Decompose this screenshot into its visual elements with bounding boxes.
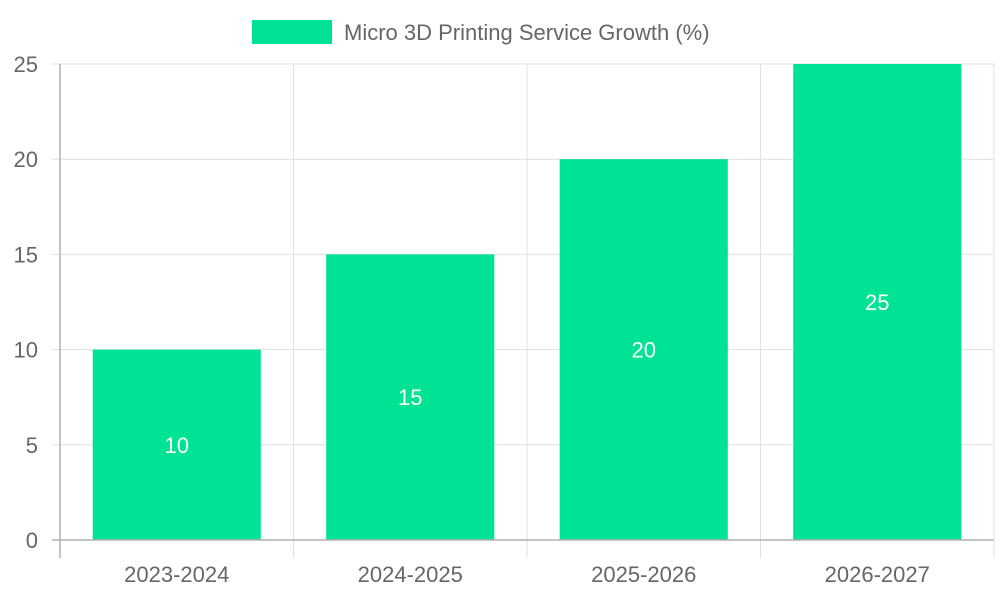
legend[interactable]: Micro 3D Printing Service Growth (%) bbox=[252, 20, 710, 45]
x-tick-label: 2026-2027 bbox=[825, 562, 930, 587]
bar-2024-2025[interactable] bbox=[326, 254, 495, 540]
bar-2023-2024[interactable] bbox=[92, 349, 261, 540]
y-tick-label: 25 bbox=[14, 52, 38, 77]
x-tick-label: 2023-2024 bbox=[124, 562, 229, 587]
legend-label: Micro 3D Printing Service Growth (%) bbox=[344, 20, 710, 45]
bar-value-label: 20 bbox=[632, 338, 656, 363]
bar-value-label: 10 bbox=[165, 433, 189, 458]
axes bbox=[52, 64, 994, 558]
x-tick-label: 2024-2025 bbox=[358, 562, 463, 587]
y-tick-label: 5 bbox=[26, 433, 38, 458]
tick-labels: 0 5 10 15 20 25 10 2023-2024 15 2024-2025 20 2025-2… bbox=[14, 52, 930, 587]
y-tick-label: 20 bbox=[14, 147, 38, 172]
bar-2025-2026[interactable] bbox=[559, 159, 728, 540]
bars bbox=[92, 64, 962, 540]
bar-value-label: 25 bbox=[865, 290, 889, 315]
y-tick-label: 0 bbox=[26, 528, 38, 553]
bar-2026-2027[interactable] bbox=[793, 64, 962, 540]
y-tick-label: 15 bbox=[14, 242, 38, 267]
legend-swatch bbox=[252, 20, 332, 44]
y-tick-label: 10 bbox=[14, 338, 38, 363]
bar-value-label: 15 bbox=[398, 385, 422, 410]
x-tick-label: 2025-2026 bbox=[591, 562, 696, 587]
